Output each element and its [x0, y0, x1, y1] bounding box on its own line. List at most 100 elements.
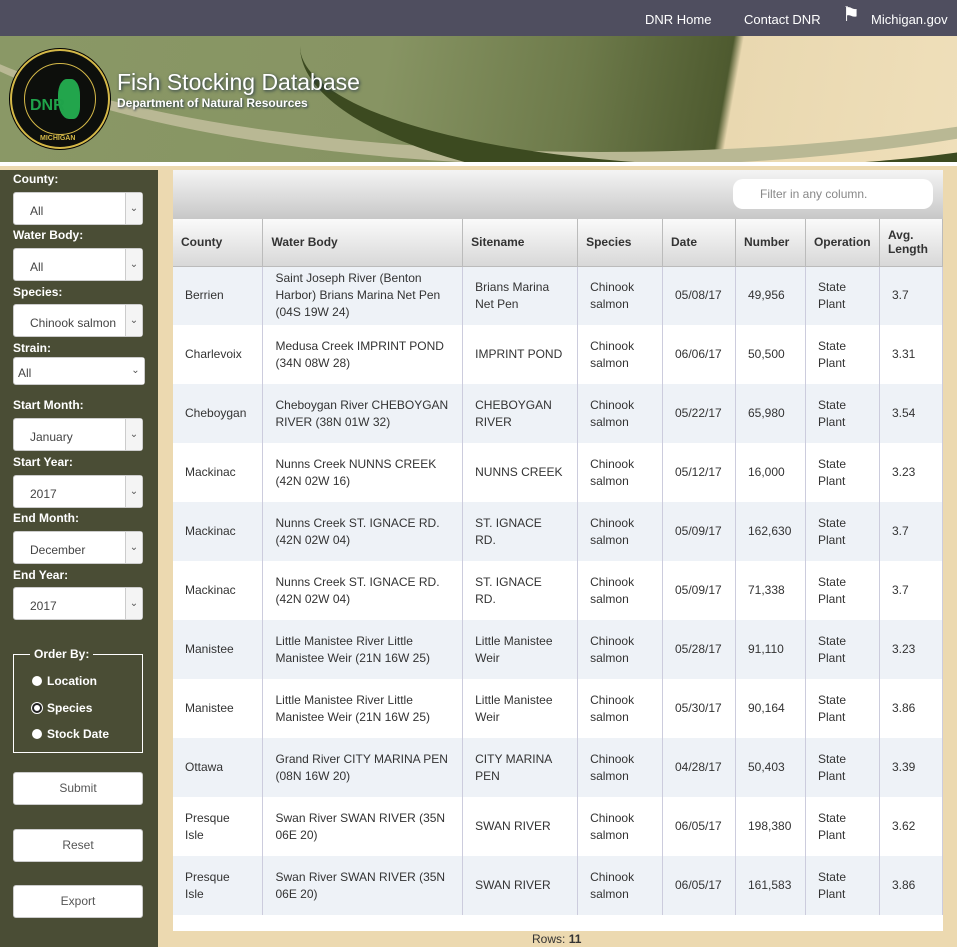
column-header[interactable]: County — [173, 219, 264, 267]
column-header[interactable]: Avg. Length — [879, 219, 944, 267]
start-month-select[interactable]: January ⌄ — [13, 418, 143, 451]
table-cell: Chinook salmon — [577, 384, 663, 443]
strain-select[interactable]: All ⌄ — [13, 357, 145, 385]
table-cell: Medusa Creek IMPRINT POND (34N 08W 28) — [262, 325, 464, 384]
end-month-select[interactable]: December ⌄ — [13, 531, 143, 564]
reset-button[interactable]: Reset — [13, 829, 143, 862]
table-cell: Mackinac — [173, 443, 264, 502]
table-cell: 06/05/17 — [662, 856, 736, 915]
county-label: County: — [13, 172, 59, 186]
table-cell: 198,380 — [735, 797, 806, 856]
column-header[interactable]: Species — [577, 219, 663, 267]
table-cell: 05/09/17 — [662, 502, 736, 561]
chevron-down-icon: ⌄ — [125, 193, 142, 224]
table-cell: Little Manistee River Little Manistee We… — [262, 679, 464, 738]
end-year-select[interactable]: 2017 ⌄ — [13, 587, 143, 620]
order-by-stock-date-radio[interactable]: Stock Date — [32, 727, 109, 741]
table-cell: 3.39 — [879, 738, 944, 797]
table-cell: Chinook salmon — [577, 856, 663, 915]
table-row: Presque Isle Swan River SWAN RIVER (35N 0… — [173, 797, 944, 856]
table-cell: Nunns Creek NUNNS CREEK (42N 02W 16) — [262, 443, 464, 502]
column-header[interactable]: Operation — [805, 219, 880, 267]
end-month-label: End Month: — [13, 511, 79, 525]
chevron-down-icon: ⌄ — [125, 476, 142, 507]
table-cell: 05/22/17 — [662, 384, 736, 443]
table-cell: Presque Isle — [173, 856, 264, 915]
table-cell: 3.86 — [879, 856, 944, 915]
submit-button[interactable]: Submit — [13, 772, 143, 805]
order-by-location-radio[interactable]: Location — [32, 674, 97, 688]
table-cell: Saint Joseph River (Benton Harbor) Brian… — [262, 266, 464, 325]
order-by-species-radio[interactable]: Species — [32, 701, 92, 715]
top-nav: DNR Home Contact DNR ⚑ Michigan.gov — [0, 0, 957, 36]
dnr-seal-logo: DNR MICHIGAN — [10, 49, 110, 149]
table-cell: Chinook salmon — [577, 797, 663, 856]
table-cell: 49,956 — [735, 266, 806, 325]
table-cell: Nunns Creek ST. IGNACE RD. (42N 02W 04) — [262, 561, 464, 620]
table-cell: State Plant — [805, 797, 880, 856]
chevron-down-icon: ⌄ — [125, 305, 142, 336]
start-year-select[interactable]: 2017 ⌄ — [13, 475, 143, 508]
table-cell: SWAN RIVER — [462, 797, 579, 856]
nav-contact-dnr[interactable]: Contact DNR — [744, 12, 821, 27]
table-cell: 90,164 — [735, 679, 806, 738]
column-header[interactable]: Number — [735, 219, 806, 267]
start-year-value: 2017 — [30, 487, 57, 501]
table-cell: 04/28/17 — [662, 738, 736, 797]
table-cell: Chinook salmon — [577, 620, 663, 679]
nav-michigan-gov[interactable]: Michigan.gov — [871, 12, 948, 27]
order-by-group: Order By: Location Species Stock Date — [13, 647, 143, 753]
table-cell: Little Manistee River Little Manistee We… — [262, 620, 464, 679]
table-cell: 3.31 — [879, 325, 944, 384]
table-row: Ottawa Grand River CITY MARINA PEN (08N 1… — [173, 738, 944, 797]
table-row: Cheboygan Cheboygan River CHEBOYGAN RIVER… — [173, 384, 944, 443]
table-cell: ST. IGNACE RD. — [462, 502, 579, 561]
table-cell: Cheboygan River CHEBOYGAN RIVER (38N 01W… — [262, 384, 464, 443]
table-cell: 3.54 — [879, 384, 944, 443]
species-select[interactable]: Chinook salmon ⌄ — [13, 304, 143, 337]
filter-sidebar: County: All ⌄ Water Body: All ⌄ Species: C… — [0, 170, 158, 947]
table-cell: Chinook salmon — [577, 325, 663, 384]
column-header[interactable]: Sitename — [462, 219, 579, 267]
table-toolbar — [173, 170, 943, 219]
table-row: Presque Isle Swan River SWAN RIVER (35N 0… — [173, 856, 944, 915]
table-cell: 16,000 — [735, 443, 806, 502]
chevron-down-icon: ⌄ — [125, 532, 142, 563]
table-row: Mackinac Nunns Creek ST. IGNACE RD. (42N … — [173, 502, 944, 561]
rows-count: 11 — [568, 932, 582, 946]
table-cell: Nunns Creek ST. IGNACE RD. (42N 02W 04) — [262, 502, 464, 561]
page-subtitle: Department of Natural Resources — [117, 96, 308, 110]
table-row: Berrien Saint Joseph River (Benton Harbor… — [173, 266, 944, 325]
table-cell: 71,338 — [735, 561, 806, 620]
table-cell: 50,500 — [735, 325, 806, 384]
table-cell: 05/12/17 — [662, 443, 736, 502]
chevron-down-icon: ⌄ — [125, 419, 142, 450]
filter-input[interactable] — [733, 179, 933, 209]
table-cell: 3.7 — [879, 561, 944, 620]
county-value: All — [30, 204, 44, 218]
strain-value: All — [18, 366, 32, 380]
table-cell: State Plant — [805, 856, 880, 915]
row-count: Rows: 11 — [532, 932, 581, 946]
table-cell: Ottawa — [173, 738, 264, 797]
county-select[interactable]: All ⌄ — [13, 192, 143, 225]
table-cell: 05/30/17 — [662, 679, 736, 738]
table-cell: Chinook salmon — [577, 679, 663, 738]
table-cell: Manistee — [173, 679, 264, 738]
table-cell: IMPRINT POND — [462, 325, 579, 384]
table-row: Mackinac Nunns Creek ST. IGNACE RD. (42N … — [173, 561, 944, 620]
table-cell: CHEBOYGAN RIVER — [462, 384, 579, 443]
column-header[interactable]: Water Body — [262, 219, 464, 267]
table-cell: 3.23 — [879, 443, 944, 502]
table-cell: Swan River SWAN RIVER (35N 06E 20) — [262, 797, 464, 856]
table-cell: 3.7 — [879, 266, 944, 325]
table-cell: 3.23 — [879, 620, 944, 679]
table-cell: Chinook salmon — [577, 738, 663, 797]
export-button[interactable]: Export — [13, 885, 143, 918]
table-cell: Mackinac — [173, 502, 264, 561]
water-body-select[interactable]: All ⌄ — [13, 248, 143, 281]
page-title: Fish Stocking Database — [117, 69, 360, 95]
table-cell: Berrien — [173, 266, 264, 325]
column-header[interactable]: Date — [662, 219, 736, 267]
nav-dnr-home[interactable]: DNR Home — [645, 12, 712, 27]
